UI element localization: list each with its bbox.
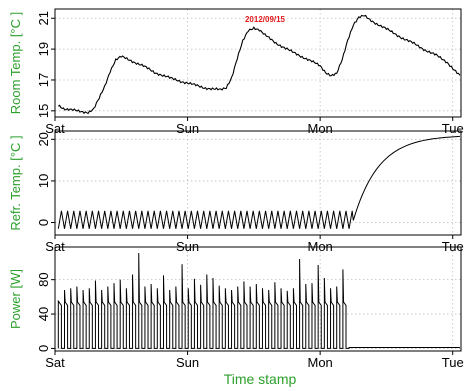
- y-tick-label: 80: [36, 272, 51, 286]
- panel-frame: [54, 8, 462, 118]
- x-tick-label: Sat: [45, 355, 65, 370]
- refrigerator-temperature-line: [57, 135, 460, 229]
- room-temperature-panel: Sat Sun Mon Tue 15 17 19 21 Room Temp. [°C ] 2012…: [8, 8, 464, 136]
- x-axis-label: Time stamp: [224, 371, 297, 387]
- x-tick-label: Tue: [442, 355, 464, 370]
- room-temperature-line: [58, 14, 461, 115]
- chart-title: 2012/09/15: [245, 15, 286, 24]
- y-tick-label: 17: [36, 73, 51, 87]
- y-tick-label: 0: [36, 345, 51, 352]
- y-axis-label: Room Temp. [°C ]: [8, 12, 23, 115]
- x-tick-label: Tue: [442, 121, 464, 136]
- y-tick-label: 0: [36, 219, 51, 226]
- x-tick-label: Sun: [176, 355, 199, 370]
- y-tick-label: 10: [36, 174, 51, 188]
- y-tick-label: 20: [36, 132, 51, 146]
- x-tick-label: Sun: [176, 121, 199, 136]
- panel-frame: [54, 246, 462, 352]
- panel-frame: [54, 130, 462, 236]
- y-axis-label: Power [W]: [8, 269, 23, 329]
- x-tick-label: Mon: [307, 355, 332, 370]
- y-tick-label: 40: [36, 307, 51, 321]
- x-tick-label: Sat: [45, 121, 65, 136]
- power-panel: Sat Sun Mon Tue 0 40 80 Power [W]: [8, 246, 464, 370]
- power-line: [57, 253, 460, 349]
- x-tick-label: Mon: [307, 121, 332, 136]
- y-tick-label: 21: [36, 11, 51, 25]
- y-tick-label: 19: [36, 42, 51, 56]
- y-tick-label: 15: [36, 104, 51, 118]
- y-axis-label: Refr. Temp. [°C ]: [8, 135, 23, 230]
